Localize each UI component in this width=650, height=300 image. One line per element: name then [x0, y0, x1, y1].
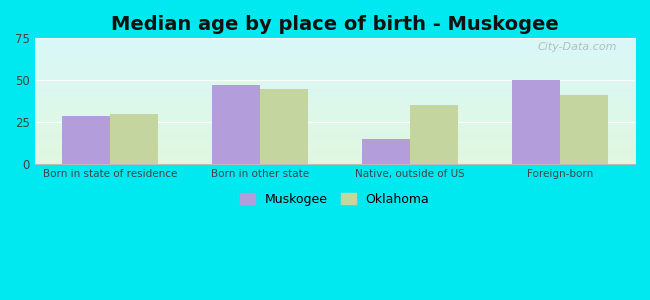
Bar [560, 95, 608, 164]
Bar [362, 139, 410, 164]
Bar [110, 114, 158, 164]
Legend: Muskogee, Oklahoma: Muskogee, Oklahoma [235, 188, 434, 211]
Bar [410, 106, 458, 164]
Text: City-Data.com: City-Data.com [538, 42, 617, 52]
Bar [62, 116, 110, 164]
Title: Median age by place of birth - Muskogee: Median age by place of birth - Muskogee [111, 15, 559, 34]
Bar [212, 85, 260, 164]
Bar [260, 89, 308, 164]
Bar [512, 80, 560, 164]
